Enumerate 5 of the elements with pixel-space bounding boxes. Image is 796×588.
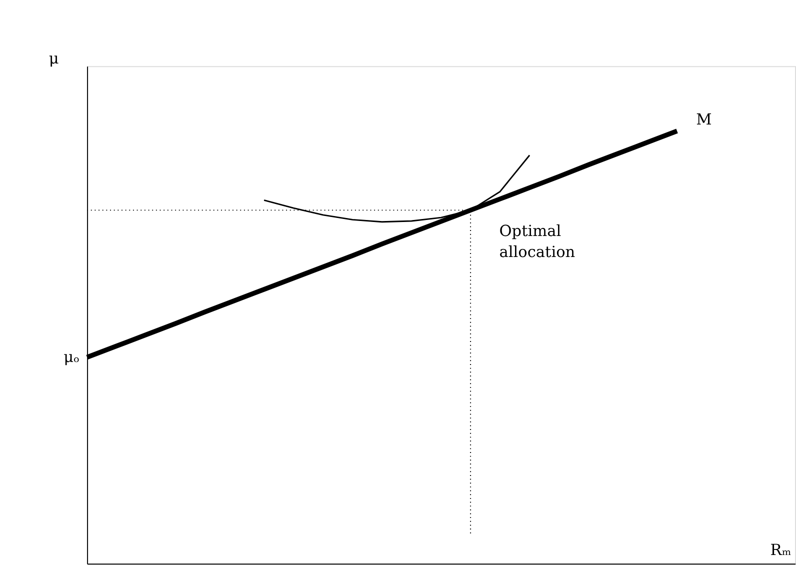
annotation: Optimal allocation	[499, 222, 576, 262]
text: Rₘ	[770, 541, 792, 560]
annotation: μₒ	[64, 348, 80, 366]
text: M	[696, 110, 712, 128]
y-axis-title: μ	[48, 50, 59, 68]
